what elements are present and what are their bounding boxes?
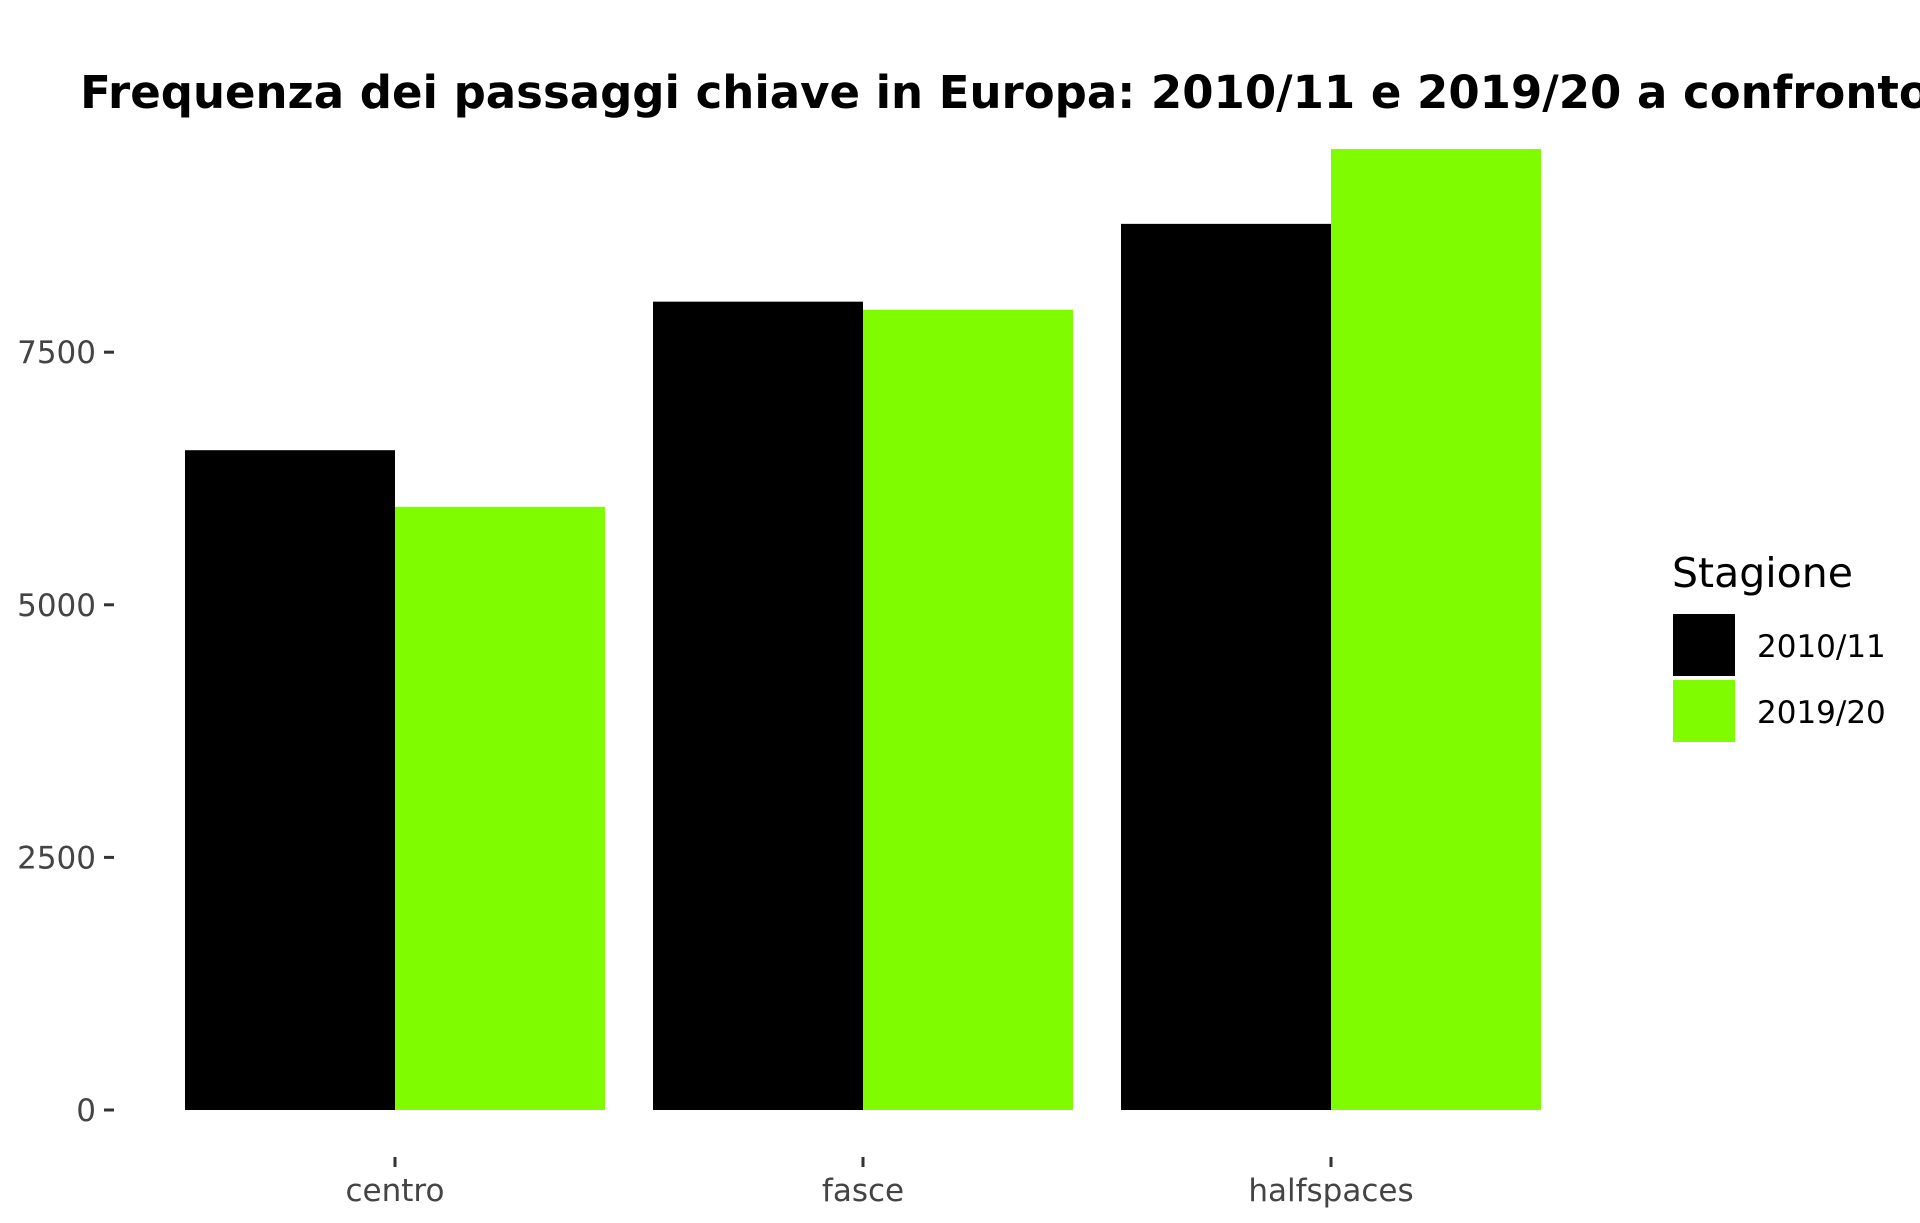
y-tick-label: 7500 <box>17 335 96 371</box>
bar-centro-2019/20 <box>395 506 605 1110</box>
x-tick-label-centro: centro <box>346 1173 445 1209</box>
x-axis: centro fasce halfspaces <box>346 1157 1414 1209</box>
legend-title: Stagione <box>1672 549 1853 597</box>
bar-halfspaces-2010/11 <box>1121 223 1331 1111</box>
legend-label-2010/11: 2010/11 <box>1757 629 1886 665</box>
chart-title: Frequenza dei passaggi chiave in Europa:… <box>80 66 1920 119</box>
legend: Stagione 2010/11 2019/20 <box>1672 549 1886 742</box>
bar-group-centro <box>185 450 605 1111</box>
bar-group-halfspaces <box>1121 149 1541 1111</box>
legend-label-2019/20: 2019/20 <box>1757 695 1886 731</box>
bar-centro-2010/11 <box>185 450 395 1111</box>
legend-key-2019/20 <box>1673 680 1735 742</box>
x-tick-label-halfspaces: halfspaces <box>1248 1173 1413 1209</box>
bar-fasce-2010/11 <box>653 301 863 1111</box>
bar-group-fasce <box>653 301 1073 1111</box>
legend-key-2010/11 <box>1673 614 1735 676</box>
bar-fasce-2019/20 <box>863 309 1073 1110</box>
y-tick-label: 0 <box>76 1093 96 1129</box>
bar-groups <box>185 149 1541 1111</box>
x-tick-label-fasce: fasce <box>822 1173 904 1209</box>
y-axis: 0 2500 5000 7500 <box>17 335 114 1129</box>
y-tick-label: 5000 <box>17 588 96 624</box>
y-tick-label: 2500 <box>17 840 96 876</box>
bar-halfspaces-2019/20 <box>1331 149 1541 1110</box>
